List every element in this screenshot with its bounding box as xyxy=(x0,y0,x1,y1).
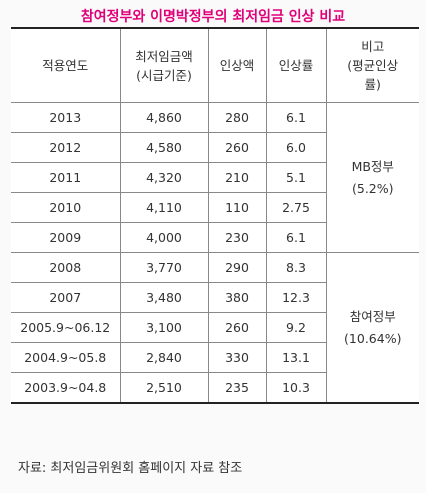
header-note-line1: 비고 xyxy=(361,39,385,54)
page-title: 참여정부와 이명박정부의 최저임금 인상 비교 xyxy=(80,9,346,25)
cell-amount: 210 xyxy=(207,162,267,193)
cell-amount: 330 xyxy=(207,342,267,373)
table-row: 2008 3,770 290 8.3 참여정부 (10.64%) xyxy=(11,252,419,404)
group-chamyeo-avg: (10.64%) xyxy=(344,330,402,346)
cell-wage: 4,320 xyxy=(119,162,209,193)
cell-year: 2003.9~04.8 xyxy=(11,372,121,404)
cell-amount: 260 xyxy=(207,312,267,343)
source-footnote: 자료: 최저임금위원회 홈페이지 자료 참조 xyxy=(18,461,243,476)
cell-rate: 2.75 xyxy=(265,192,326,223)
cell-amount: 235 xyxy=(207,372,267,404)
table-row: 2003.9~04.8 2,510 235 10.3 xyxy=(11,372,419,404)
cell-year: 2011 xyxy=(11,162,121,193)
cell-wage: 4,000 xyxy=(119,222,209,253)
table-row: 2013 4,860 280 6.1 MB정부 (5.2%) xyxy=(11,102,419,253)
cell-year: 2013 xyxy=(11,102,121,133)
cell-amount: 280 xyxy=(207,102,267,133)
cell-wage: 2,840 xyxy=(119,342,209,373)
cell-wage: 4,860 xyxy=(119,102,209,133)
cell-year: 2007 xyxy=(11,282,121,313)
cell-wage: 3,770 xyxy=(119,252,209,283)
group-chamyeo-name: 참여정부 xyxy=(349,308,396,324)
group-mb-avg: (5.2%) xyxy=(351,180,394,196)
cell-year: 2012 xyxy=(11,132,121,163)
table-row: 2011 4,320 210 5.1 xyxy=(11,162,419,193)
cell-year: 2010 xyxy=(11,192,121,223)
cell-amount: 110 xyxy=(207,192,267,223)
group-mb-name: MB정부 xyxy=(351,158,394,174)
cell-rate: 6.0 xyxy=(265,132,326,163)
table-row: 2009 4,000 230 6.1 xyxy=(11,222,419,253)
cell-amount: 380 xyxy=(207,282,267,313)
header-note-line2: (평균인상 xyxy=(347,58,399,73)
cell-rate: 13.1 xyxy=(265,342,326,373)
table-row: 2010 4,110 110 2.75 xyxy=(11,192,419,223)
cell-year: 2009 xyxy=(11,222,121,253)
cell-wage: 3,100 xyxy=(119,312,209,343)
cell-year: 2008 xyxy=(11,252,121,283)
cell-rate: 8.3 xyxy=(265,252,327,283)
header-min-wage: 최저임금액 (시급기준) xyxy=(119,27,209,103)
header-note: 비고 (평균인상 률) xyxy=(325,27,419,103)
header-increase-amount: 인상액 xyxy=(207,27,267,103)
header-increase-rate: 인상률 xyxy=(265,27,327,103)
cell-rate: 6.1 xyxy=(265,102,327,133)
cell-rate: 5.1 xyxy=(265,162,326,193)
group-mb-government: MB정부 (5.2%) xyxy=(325,102,419,253)
cell-rate: 9.2 xyxy=(265,312,326,343)
cell-year: 2004.9~05.8 xyxy=(11,342,121,373)
cell-amount: 290 xyxy=(207,252,267,283)
header-min-wage-line2: (시급기준) xyxy=(136,67,192,83)
cell-amount: 230 xyxy=(207,222,267,253)
cell-wage: 4,580 xyxy=(119,132,209,163)
table-row: 2007 3,480 380 12.3 xyxy=(11,282,419,313)
cell-wage: 3,480 xyxy=(119,282,209,313)
header-year: 적용연도 xyxy=(11,27,121,103)
cell-rate: 6.1 xyxy=(265,222,326,253)
wage-comparison-table: 적용연도 최저임금액 (시급기준) 인상액 인상률 비고 (평균인상 률) 20… xyxy=(11,27,419,404)
table-row: 2004.9~05.8 2,840 330 13.1 xyxy=(11,342,419,373)
header-min-wage-line1: 최저임금액 xyxy=(135,48,193,64)
cell-rate: 10.3 xyxy=(265,372,326,404)
group-chamyeo-government: 참여정부 (10.64%) xyxy=(325,252,419,404)
cell-amount: 260 xyxy=(207,132,267,163)
cell-year: 2005.9~06.12 xyxy=(11,312,121,343)
cell-wage: 2,510 xyxy=(119,372,209,404)
cell-wage: 4,110 xyxy=(119,192,209,223)
table-header-row: 적용연도 최저임금액 (시급기준) 인상액 인상률 비고 (평균인상 률) xyxy=(11,27,419,103)
cell-rate: 12.3 xyxy=(265,282,326,313)
header-note-line3: 률) xyxy=(364,77,381,92)
